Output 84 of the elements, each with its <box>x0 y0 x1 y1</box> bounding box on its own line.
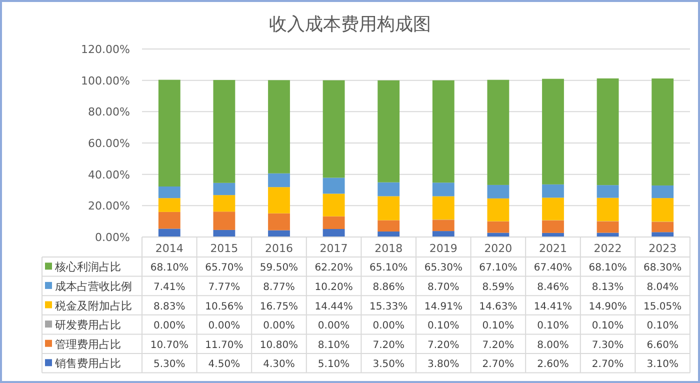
data-label: 8.00% <box>537 340 569 351</box>
chart-title: 收入成本费用构成图 <box>269 14 431 35</box>
data-label: 68.10% <box>150 262 188 274</box>
data-label: 2.70% <box>592 359 624 370</box>
data-label: 0.10% <box>482 320 514 332</box>
data-label: 65.30% <box>424 262 462 274</box>
data-label: 0.00% <box>154 320 186 332</box>
x-tick-label: 2021 <box>539 242 567 255</box>
x-tick-label: 2020 <box>484 242 512 255</box>
x-tick-label: 2015 <box>210 242 238 255</box>
legend-label: 税金及附加占比 <box>55 299 132 312</box>
data-label: 14.41% <box>534 301 572 312</box>
data-label: 5.30% <box>154 359 186 370</box>
data-label: 7.30% <box>592 340 624 351</box>
data-label: 0.10% <box>537 320 569 332</box>
data-label: 0.10% <box>592 320 624 332</box>
data-label: 8.77% <box>263 282 295 293</box>
data-label: 0.10% <box>646 320 678 332</box>
y-tick-label: 120.00% <box>81 43 130 56</box>
data-label: 7.77% <box>208 282 240 293</box>
data-label: 8.13% <box>592 282 624 293</box>
legend-label: 管理费用占比 <box>55 338 121 351</box>
data-label: 7.20% <box>482 340 514 351</box>
data-label: 10.20% <box>314 282 353 293</box>
data-label: 2.70% <box>482 359 514 370</box>
data-label: 15.05% <box>644 301 682 312</box>
data-label: 14.91% <box>424 301 462 312</box>
data-label: 67.40% <box>534 262 572 274</box>
data-label: 8.86% <box>372 282 404 293</box>
legend-label: 核心利润占比 <box>54 260 121 274</box>
data-label: 2.60% <box>537 359 569 370</box>
data-label: 8.83% <box>154 301 186 312</box>
data-label: 0.00% <box>263 320 295 332</box>
data-label: 6.60% <box>646 340 678 351</box>
data-label: 3.80% <box>428 359 460 370</box>
data-label: 7.20% <box>372 340 404 351</box>
y-tick-label: 100.00% <box>81 74 130 88</box>
data-label: 14.90% <box>588 301 627 312</box>
x-tick-label: 2017 <box>320 242 348 255</box>
y-tick-label: 80.00% <box>88 106 130 119</box>
data-label: 8.59% <box>482 282 514 293</box>
data-label: 65.70% <box>205 262 244 274</box>
data-label: 68.10% <box>588 262 627 274</box>
data-label: 0.00% <box>318 320 350 332</box>
data-label: 16.75% <box>260 301 298 312</box>
data-label: 15.33% <box>370 301 408 312</box>
y-tick-label: 0.00% <box>95 231 130 244</box>
data-label: 11.70% <box>205 340 244 351</box>
data-label: 0.00% <box>372 320 404 332</box>
data-label: 62.20% <box>314 262 353 274</box>
y-tick-label: 40.00% <box>88 168 130 182</box>
data-label: 7.20% <box>428 340 460 351</box>
data-label: 5.10% <box>318 359 350 370</box>
data-label: 4.50% <box>208 359 240 370</box>
legend-label: 成本占营收比例 <box>55 280 132 293</box>
y-tick-label: 20.00% <box>88 200 130 213</box>
legend-label: 销售费用占比 <box>54 357 121 370</box>
data-label: 8.46% <box>537 282 569 293</box>
data-label: 68.30% <box>644 262 682 274</box>
x-tick-label: 2014 <box>155 242 184 255</box>
data-label: 10.80% <box>260 340 298 351</box>
data-label: 7.41% <box>154 282 186 293</box>
data-label: 14.63% <box>479 301 518 312</box>
data-label: 8.10% <box>318 340 350 351</box>
data-label: 0.10% <box>428 320 460 332</box>
x-tick-label: 2023 <box>648 242 677 255</box>
data-label: 8.04% <box>646 282 678 293</box>
x-tick-label: 2019 <box>429 242 458 255</box>
data-label: 4.30% <box>263 359 295 370</box>
data-label: 3.10% <box>646 359 678 370</box>
data-label: 14.44% <box>314 301 353 312</box>
data-label: 0.00% <box>208 320 240 332</box>
data-label: 8.70% <box>428 282 460 293</box>
data-label: 65.10% <box>370 262 408 274</box>
data-label: 59.50% <box>260 262 298 274</box>
data-label: 3.50% <box>372 359 404 370</box>
data-label: 10.56% <box>205 301 244 312</box>
data-label: 10.70% <box>150 340 188 351</box>
y-tick-label: 60.00% <box>88 137 130 150</box>
x-tick-label: 2018 <box>374 242 403 255</box>
data-label: 67.10% <box>479 262 518 274</box>
x-tick-label: 2016 <box>265 242 293 255</box>
legend-label: 研发费用占比 <box>55 318 121 332</box>
x-tick-label: 2022 <box>594 242 622 255</box>
